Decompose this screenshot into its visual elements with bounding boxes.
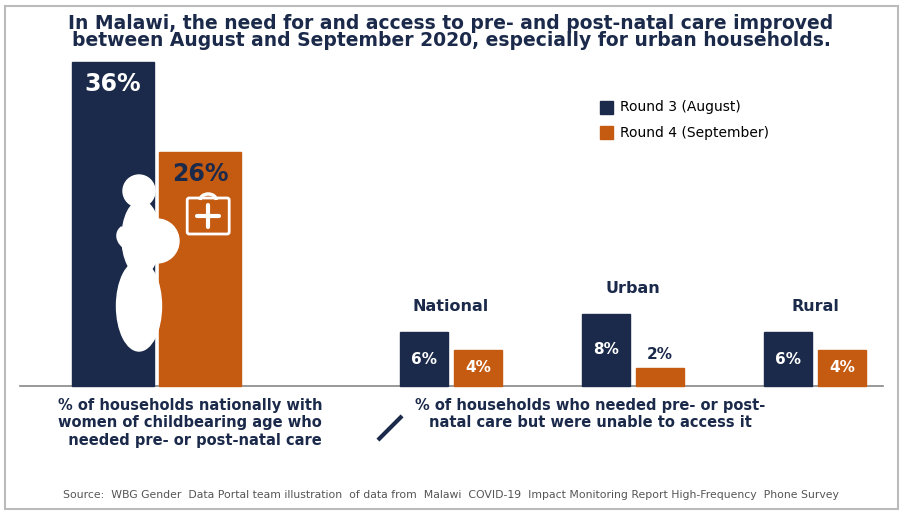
Text: In Malawi, the need for and access to pre- and post-natal care improved: In Malawi, the need for and access to pr… — [69, 14, 833, 33]
Text: % of households who needed pre- or post-
natal care but were unable to access it: % of households who needed pre- or post-… — [415, 398, 764, 430]
Text: 2%: 2% — [647, 347, 672, 362]
Circle shape — [123, 175, 155, 207]
Bar — [454, 350, 502, 386]
Text: 4%: 4% — [828, 360, 854, 376]
Bar — [817, 350, 865, 386]
Bar — [400, 332, 447, 386]
Bar — [599, 126, 612, 139]
Ellipse shape — [122, 200, 160, 276]
Bar — [599, 101, 612, 114]
Bar — [159, 152, 241, 386]
Text: 4%: 4% — [465, 360, 491, 376]
Text: Source:  WBG Gender  Data Portal team illustration  of data from  Malawi  COVID-: Source: WBG Gender Data Portal team illu… — [63, 490, 838, 500]
Text: % of households nationally with
women of childbearing age who
  needed pre- or p: % of households nationally with women of… — [58, 398, 322, 448]
Text: 36%: 36% — [85, 72, 141, 96]
Text: 6%: 6% — [774, 352, 800, 366]
Text: 8%: 8% — [593, 342, 618, 358]
FancyBboxPatch shape — [187, 198, 229, 234]
Ellipse shape — [116, 261, 161, 351]
FancyBboxPatch shape — [5, 6, 897, 509]
Text: 6%: 6% — [410, 352, 437, 366]
Bar — [635, 368, 683, 386]
Text: Round 4 (September): Round 4 (September) — [620, 125, 769, 139]
Bar — [582, 314, 630, 386]
Bar — [72, 62, 154, 386]
Text: Rural: Rural — [790, 299, 838, 314]
Bar — [763, 332, 811, 386]
Circle shape — [135, 219, 179, 263]
Text: National: National — [412, 299, 489, 314]
Text: 26%: 26% — [171, 162, 228, 186]
Text: Urban: Urban — [605, 281, 659, 296]
Text: between August and September 2020, especially for urban households.: between August and September 2020, espec… — [71, 31, 830, 50]
Text: Round 3 (August): Round 3 (August) — [620, 101, 740, 115]
